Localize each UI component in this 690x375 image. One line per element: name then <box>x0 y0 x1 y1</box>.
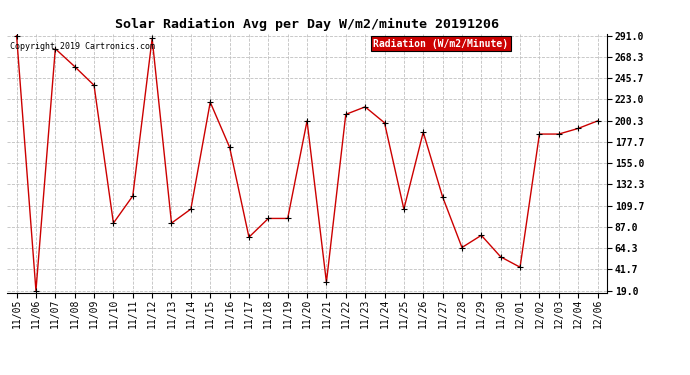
Text: Copyright 2019 Cartronics.com: Copyright 2019 Cartronics.com <box>10 42 155 51</box>
Text: Radiation (W/m2/Minute): Radiation (W/m2/Minute) <box>373 39 509 49</box>
Title: Solar Radiation Avg per Day W/m2/minute 20191206: Solar Radiation Avg per Day W/m2/minute … <box>115 18 499 31</box>
